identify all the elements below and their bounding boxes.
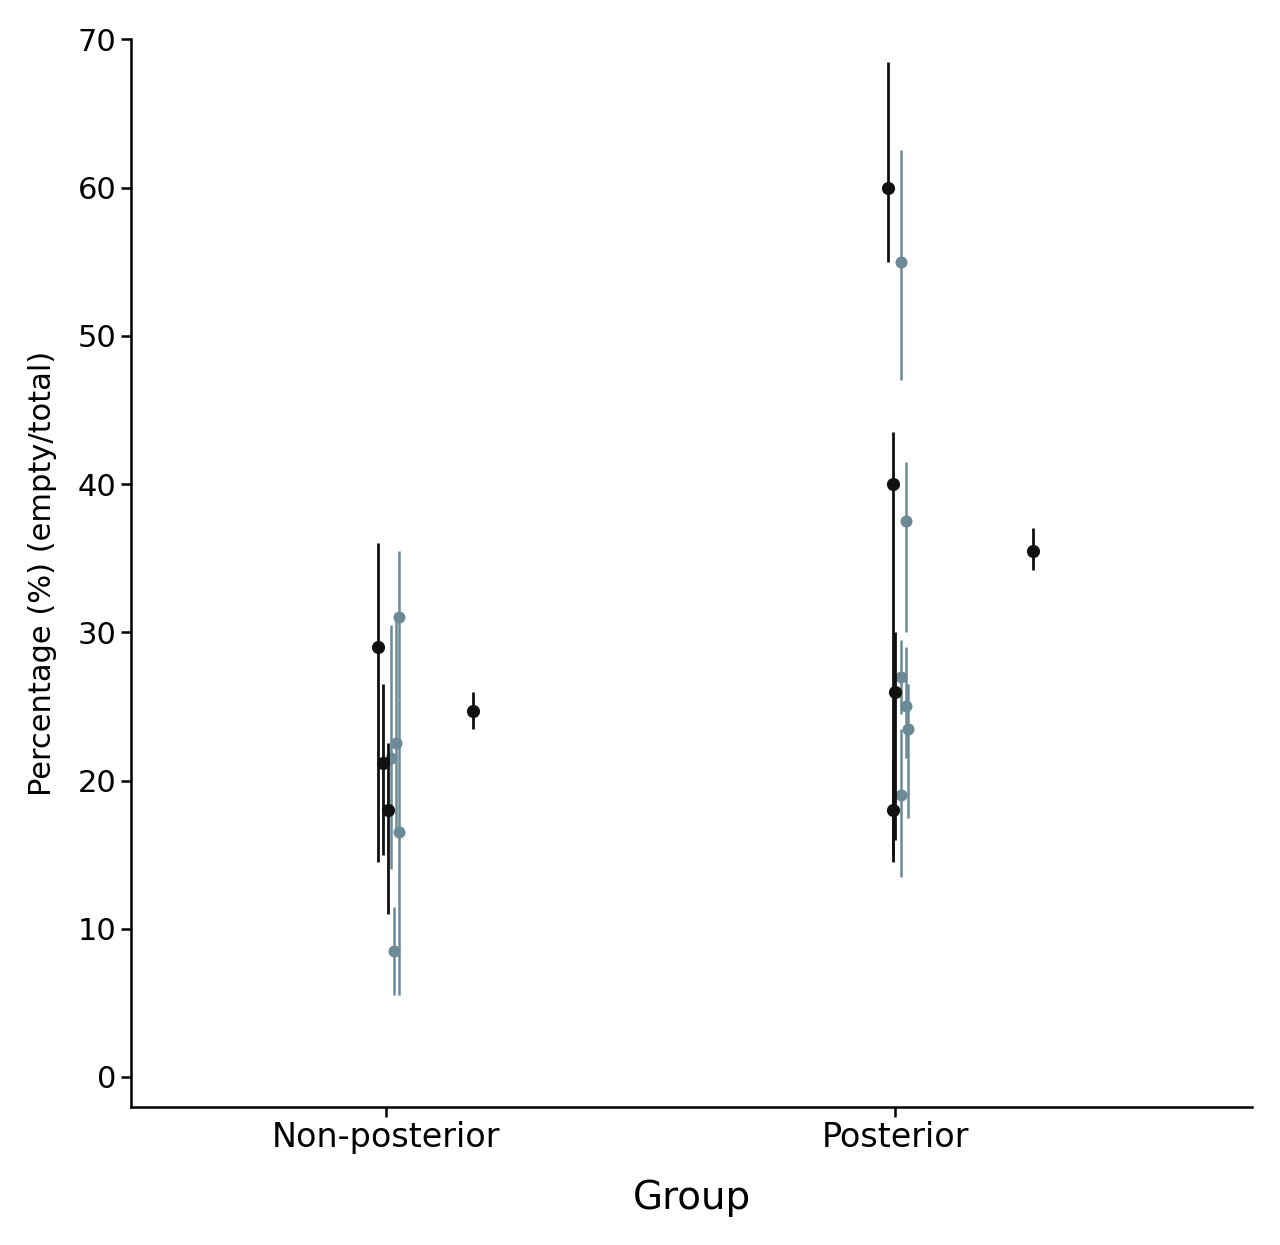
X-axis label: Group: Group — [632, 1179, 750, 1218]
Point — [878, 178, 899, 198]
Point — [896, 512, 916, 532]
Point — [378, 801, 398, 820]
Point — [891, 667, 911, 687]
Point — [383, 941, 403, 961]
Point — [462, 701, 483, 721]
Point — [388, 608, 408, 627]
Y-axis label: Percentage (%) (empty/total): Percentage (%) (empty/total) — [28, 350, 56, 796]
Point — [380, 748, 401, 768]
Point — [891, 251, 911, 271]
Point — [886, 681, 906, 701]
Point — [896, 696, 916, 716]
Point — [385, 733, 406, 753]
Point — [1023, 540, 1043, 560]
Point — [891, 786, 911, 806]
Point — [388, 823, 408, 843]
Point — [899, 718, 919, 738]
Point — [883, 801, 904, 820]
Point — [883, 474, 904, 494]
Point — [367, 637, 388, 657]
Point — [372, 753, 393, 773]
